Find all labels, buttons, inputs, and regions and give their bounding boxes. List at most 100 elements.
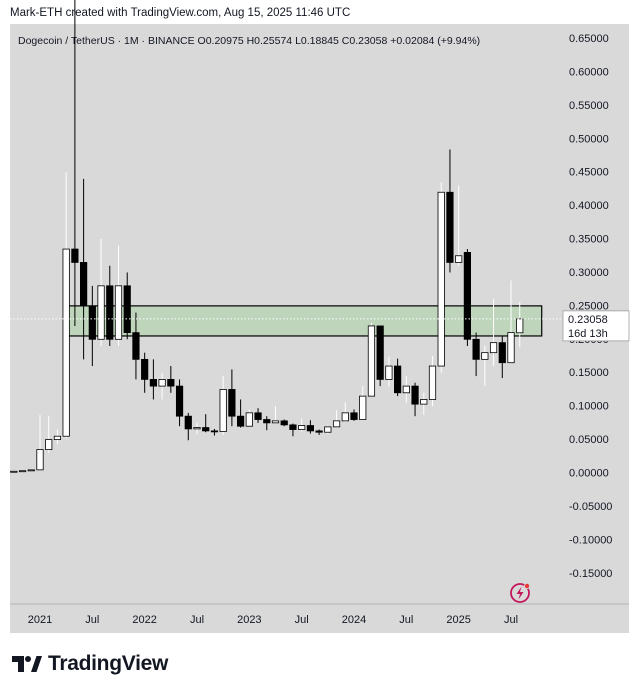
candle-body (472, 338, 480, 360)
candle-body (455, 255, 463, 263)
candle (27, 469, 35, 472)
candle (80, 178, 88, 360)
candle (132, 312, 140, 380)
y-tick-label: -0.05000 (569, 501, 612, 513)
candle-body (237, 415, 245, 427)
price-label-value: 0.23058 (568, 314, 608, 326)
candle (193, 422, 201, 435)
x-tick-label: 2022 (132, 614, 156, 626)
x-tick-label: Jul (399, 614, 413, 626)
candle-body (184, 415, 192, 430)
candle (114, 245, 123, 346)
candle-body (106, 285, 114, 340)
candle-body (254, 412, 262, 420)
candle-body (428, 365, 437, 400)
candle (202, 414, 210, 433)
candle (350, 409, 358, 421)
x-tick-label: 2023 (237, 614, 261, 626)
candle (149, 359, 157, 400)
candle-body (10, 470, 18, 473)
candle-body (27, 469, 35, 472)
candle-body (385, 365, 393, 380)
candle-body (498, 342, 506, 364)
candle (472, 332, 480, 377)
legend-change: +0.02084 (+9.94%) (390, 35, 481, 47)
candle-body (481, 352, 489, 360)
y-tick-label: 0.25000 (569, 300, 609, 312)
x-tick-label: Jul (295, 614, 309, 626)
y-tick-label: 0.30000 (569, 267, 609, 279)
price-label-countdown: 16d 13h (568, 328, 608, 340)
candle-body (97, 285, 105, 340)
candle-body (367, 325, 376, 397)
chart-credit: Mark-ETH created with TradingView.com, A… (10, 7, 351, 19)
candle-body (88, 305, 96, 340)
candle-body (289, 424, 297, 430)
x-axis: 2021 Jul 2022 Jul 2023 Jul 2024 Jul 2025 Jul (10, 603, 629, 626)
candle (332, 410, 341, 428)
tradingview-logo-icon (12, 654, 42, 674)
candle-body (402, 385, 410, 394)
candle (175, 379, 184, 427)
candle (428, 356, 437, 407)
candle-body (271, 420, 280, 424)
candle-body (376, 325, 384, 380)
candle-body (507, 332, 515, 364)
candle-body (36, 449, 44, 471)
candle-body (359, 395, 367, 420)
candle-body (280, 420, 288, 426)
candle (263, 416, 271, 431)
candle (341, 402, 349, 423)
x-tick-label: 2021 (28, 614, 52, 626)
y-tick-label: 0.55000 (569, 100, 609, 112)
candle (88, 285, 96, 367)
candle-body (62, 248, 70, 437)
candle-body (132, 332, 140, 360)
candle (228, 369, 236, 427)
candle (210, 428, 219, 436)
y-tick-label: 0.10000 (569, 401, 609, 413)
y-tick-label: -0.15000 (569, 568, 612, 580)
candle-body (114, 285, 123, 340)
candle-body (141, 358, 149, 380)
candle (97, 239, 105, 346)
symbol-legend: Dogecoin / TetherUS · 1M · BINANCE O0.20… (18, 35, 480, 47)
candle (106, 265, 114, 346)
flash-icon[interactable] (509, 582, 531, 604)
candle (385, 356, 393, 387)
candle (437, 182, 445, 373)
candle (158, 372, 166, 400)
candle-body (350, 412, 358, 420)
candle (245, 409, 253, 427)
candle (219, 376, 227, 435)
candle (516, 302, 524, 348)
candle-body (516, 318, 524, 334)
price-label-box (562, 310, 630, 342)
candle-body (18, 470, 27, 473)
candle-body (228, 389, 236, 417)
y-tick-label: 0.45000 (569, 167, 609, 179)
y-tick-label: 0.35000 (569, 234, 609, 246)
candle (463, 249, 471, 346)
candle (324, 425, 332, 435)
zone-layer (63, 305, 543, 337)
candle-layer (10, 0, 524, 473)
tradingview-brand[interactable]: TradingView (12, 652, 168, 676)
candle (411, 382, 419, 417)
candle-body (245, 412, 253, 427)
candle (420, 392, 428, 415)
candle-body (45, 439, 53, 451)
candle (289, 423, 297, 437)
candle-body (332, 420, 341, 428)
candle (306, 420, 314, 434)
candle-body (175, 385, 184, 417)
candle (402, 376, 410, 403)
candle-body (80, 262, 88, 307)
candle-body (341, 412, 349, 422)
y-tick-label: -0.10000 (569, 534, 612, 546)
candle-body (71, 248, 79, 263)
candle-body (324, 426, 332, 433)
candle-body (411, 385, 419, 405)
y-tick-label: 0.00000 (569, 468, 609, 480)
